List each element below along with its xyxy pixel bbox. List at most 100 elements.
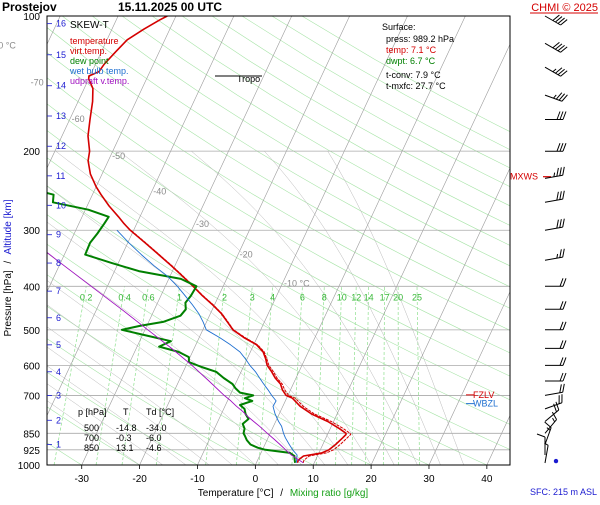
altitude-tick-label: 14: [56, 81, 66, 91]
isotherm-label: -80 °C: [0, 40, 16, 50]
pressure-tick-label: 400: [23, 282, 40, 293]
mixing-ratio-label: 10: [337, 292, 347, 302]
y-axis-pressure-label: Pressure [hPa]: [3, 270, 14, 336]
diagram-type-label: SKEW-T: [70, 20, 109, 31]
mixing-ratio-label: 12: [351, 292, 361, 302]
pressure-tick-label: 300: [23, 226, 40, 237]
surface-temperature: temp: 7.1 °C: [386, 45, 437, 55]
table-cell: -14.8: [116, 423, 137, 433]
wet-bulb-zero-label: WBZL: [473, 399, 498, 409]
mixing-ratio-label: 20: [393, 292, 403, 302]
svg-text:Temperature [°C] /: Temperature [°C] / Mixing ratio [g/kg]: [198, 488, 369, 499]
sounding-datetime: 15.11.2025 00 UTC: [118, 0, 222, 14]
table-header-cell: p [hPa]: [78, 407, 107, 417]
isotherm-label: -40: [153, 187, 166, 197]
isotherm-label: -10 °C: [284, 278, 310, 288]
isotherm-label: -60: [72, 114, 85, 124]
mixing-ratio-label: 0.4: [118, 292, 131, 302]
table-cell: 500: [84, 423, 99, 433]
y-axis-title: Pressure [hPa] / Altitude [km]: [3, 199, 14, 336]
mixing-ratio-label: 0.2: [80, 292, 93, 302]
altitude-tick-label: 7: [56, 286, 61, 296]
table-cell: -0.3: [116, 433, 132, 443]
y-axis-altitude-label: Altitude [km]: [3, 199, 14, 254]
x-tick-label: 20: [366, 474, 378, 485]
isotherm-label: -70: [31, 78, 44, 88]
table-cell: -6.0: [146, 433, 162, 443]
altitude-tick-label: 6: [56, 313, 61, 323]
pressure-tick-label: 700: [23, 391, 40, 402]
x-tick-label: 30: [423, 474, 435, 485]
isotherm-label: -30: [196, 219, 209, 229]
isotherm-label: -50: [112, 151, 125, 161]
tropopause-label: Tropo: [237, 74, 260, 84]
x-axis-title: Temperature [°C] / Mixing ratio [g/kg]: [198, 488, 369, 499]
altitude-tick-label: 15: [56, 50, 66, 60]
mixing-ratio-label: 3: [250, 292, 255, 302]
surface-wind-dot: [554, 459, 558, 463]
copyright-notice: CHMI © 2025: [531, 2, 598, 14]
mixing-ratio-label: 25: [412, 292, 422, 302]
x-axis-temperature-label: Temperature [°C]: [198, 488, 274, 499]
x-tick-label: 10: [308, 474, 320, 485]
level-table: p [hPa] T Td [°C] 500 -14.8 -34.0 700 -0.3 -6.0 8…: [78, 407, 174, 453]
max-forecast-temperature: t-mxfc: 27.7 °C: [386, 81, 446, 91]
legend-item: temperature: [70, 36, 119, 46]
mixing-ratio-label: 6: [300, 292, 305, 302]
table-cell: -4.6: [146, 443, 162, 453]
altitude-tick-label: 4: [56, 367, 61, 377]
table-header-cell: Td [°C]: [146, 407, 174, 417]
altitude-tick-label: 3: [56, 390, 61, 400]
altitude-tick-label: 2: [56, 415, 61, 425]
legend-item: wet bulb temp.: [69, 66, 129, 76]
surface-elevation-label: SFC: 215 m ASL: [530, 487, 597, 497]
x-tick-label: -20: [132, 474, 147, 485]
altitude-tick-label: 5: [56, 340, 61, 350]
pressure-tick-label: 850: [23, 429, 40, 440]
mixing-ratio-label: 8: [322, 292, 327, 302]
station-name: Prostejov: [2, 0, 57, 14]
surface-title: Surface:: [382, 22, 416, 32]
legend-item: virt.temp.: [70, 46, 107, 56]
legend-item: udpraft v.temp.: [70, 76, 129, 86]
x-tick-label: 0: [253, 474, 259, 485]
table-cell: -34.0: [146, 423, 167, 433]
x-tick-label: 40: [481, 474, 493, 485]
table-cell: 13.1: [116, 443, 134, 453]
surface-pressure: press: 989.2 hPa: [386, 34, 454, 44]
mixing-ratio-label: 0.6: [142, 292, 155, 302]
mixing-ratio-label: 17: [380, 292, 390, 302]
table-header-cell: T: [123, 407, 129, 417]
max-wind-label: MXWS: [510, 172, 538, 182]
x-tick-label: -30: [74, 474, 89, 485]
pressure-tick-label: 600: [23, 361, 40, 372]
altitude-tick-label: 9: [56, 230, 61, 240]
x-axis-mixing-ratio-label: Mixing ratio [g/kg]: [290, 488, 369, 499]
pressure-tick-label: 500: [23, 326, 40, 337]
mixing-ratio-label: 1: [177, 292, 182, 302]
legend-item: dew point: [70, 56, 109, 66]
mixing-ratio-label: 14: [364, 292, 374, 302]
x-tick-label: -10: [190, 474, 205, 485]
altitude-tick-label: 13: [56, 111, 66, 121]
y-axis-separator: /: [3, 261, 14, 264]
svg-text:Pressure [hPa] / A: Pressure [hPa] / Altitude [km]: [3, 199, 14, 336]
pressure-tick-label: 925: [23, 446, 40, 457]
table-cell: 700: [84, 433, 99, 443]
mixing-ratio-label: 2: [222, 292, 227, 302]
convective-temperature: t-conv: 7.9 °C: [386, 70, 441, 80]
pressure-tick-label: 1000: [18, 461, 41, 472]
altitude-tick-label: 10: [56, 200, 66, 210]
x-axis-separator: /: [280, 488, 283, 499]
isotherm-label: -20: [240, 249, 253, 259]
mixing-ratio-label: 4: [270, 292, 275, 302]
altitude-tick-label: 16: [56, 19, 66, 29]
table-cell: 850: [84, 443, 99, 453]
altitude-tick-label: 8: [56, 258, 61, 268]
altitude-tick-label: 11: [56, 171, 65, 181]
surface-dewpoint: dwpt: 6.7 °C: [386, 56, 436, 66]
altitude-tick-label: 12: [56, 141, 66, 151]
pressure-tick-label: 200: [23, 147, 40, 158]
altitude-tick-label: 1: [56, 439, 61, 449]
